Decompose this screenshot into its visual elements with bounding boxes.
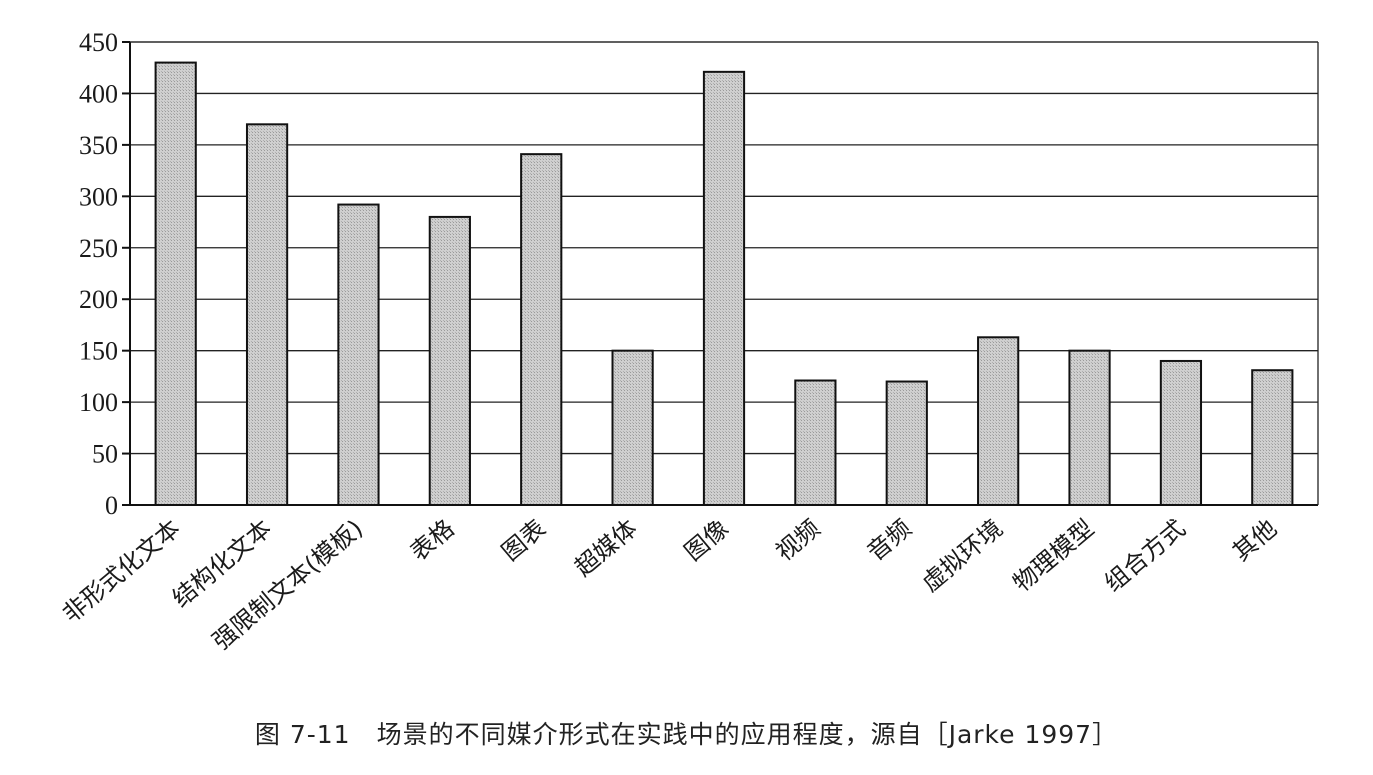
y-tick-label: 250: [79, 234, 118, 263]
x-category-label: 音频: [862, 514, 917, 566]
x-category-label: 物理模型: [1008, 514, 1100, 597]
bar: [611, 349, 654, 506]
bar: [1159, 359, 1203, 507]
bars: [154, 61, 1294, 507]
x-category-label: 视频: [770, 514, 825, 566]
y-tick-label: 0: [105, 491, 118, 520]
bar: [885, 380, 928, 506]
bar: [794, 379, 837, 507]
bar: [1251, 369, 1294, 506]
x-category-label: 超媒体: [569, 514, 642, 582]
x-category-label: 图表: [496, 514, 551, 566]
x-category-label: 非形式化文本: [57, 514, 185, 628]
x-category-label: 图像: [679, 514, 734, 566]
y-tick-label: 450: [79, 28, 118, 57]
bar: [154, 61, 197, 506]
bar: [977, 336, 1020, 506]
y-tick-label: 100: [79, 388, 118, 417]
x-category-label: 虚拟环境: [916, 514, 1008, 597]
bar: [520, 153, 563, 506]
x-category-label: 其他: [1227, 514, 1282, 566]
axes: [122, 41, 1319, 506]
x-category-label: 组合方式: [1099, 514, 1191, 597]
y-tick-label: 50: [92, 440, 118, 469]
x-category-label: 强限制文本(模板): [207, 514, 368, 655]
bar: [1068, 349, 1111, 506]
bar: [428, 215, 471, 507]
y-tick-label: 400: [79, 79, 118, 108]
x-category-label: 表格: [405, 514, 460, 566]
y-tick-label: 200: [79, 285, 118, 314]
y-tick-label: 150: [79, 337, 118, 366]
y-tick-label: 300: [79, 182, 118, 211]
bar: [337, 203, 380, 506]
figure-caption: 图 7-11 场景的不同媒介形式在实践中的应用程度，源自［Jarke 1997］: [254, 720, 1119, 749]
bar: [702, 70, 746, 507]
y-tick-labels: 0 50 100 150 200 250 300 350 400 450: [79, 28, 118, 520]
y-tick-label: 350: [79, 131, 118, 160]
bar: [245, 123, 289, 507]
